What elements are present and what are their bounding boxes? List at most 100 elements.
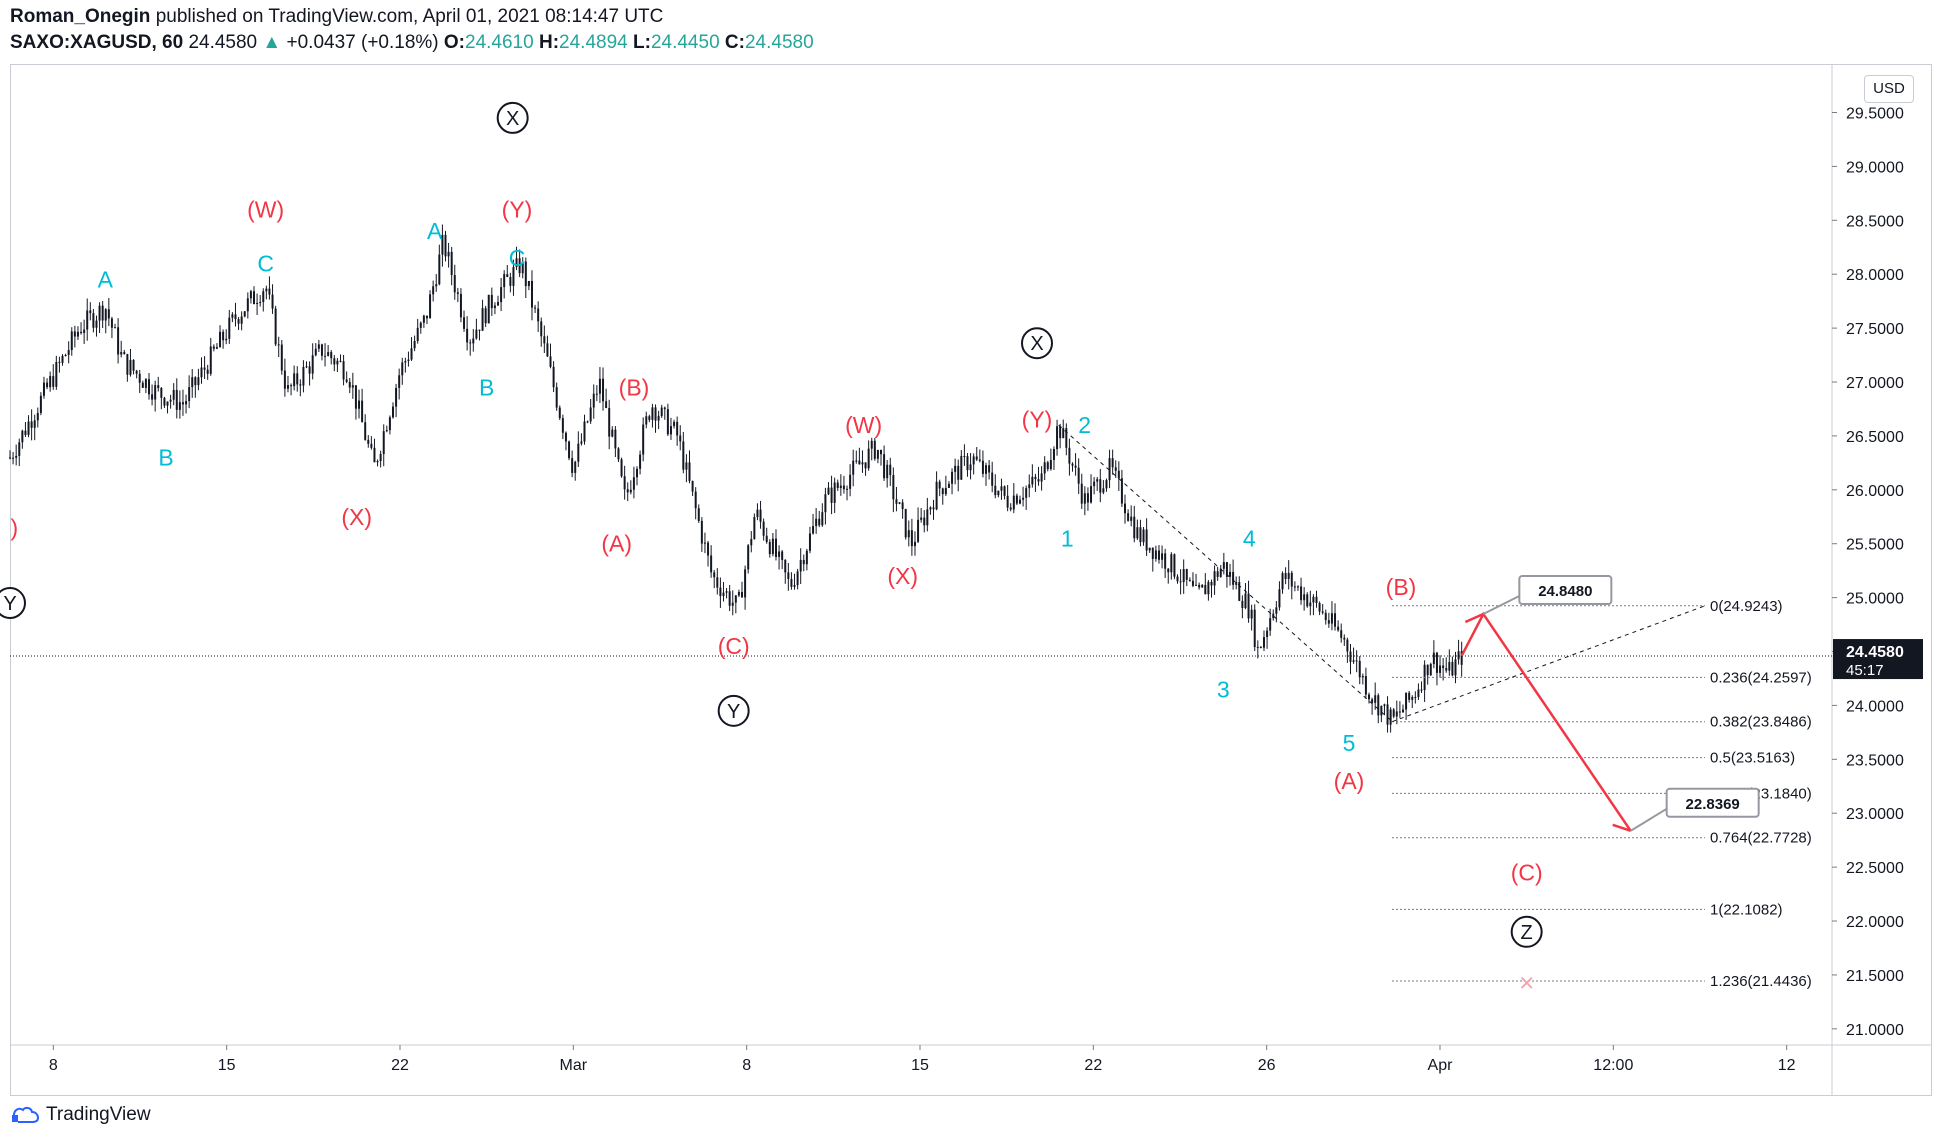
candle-body <box>1340 630 1343 638</box>
candle-body <box>290 385 293 387</box>
candle-body <box>354 385 357 409</box>
candle-body <box>1124 503 1127 514</box>
wave-label: 2 <box>1078 412 1091 438</box>
candle-body <box>206 369 209 374</box>
candle-body <box>135 370 138 374</box>
candle-body <box>1040 473 1043 482</box>
low-value: 24.4450 <box>650 32 720 53</box>
candle-body <box>1071 463 1074 466</box>
candle-body <box>70 331 73 351</box>
candle-body <box>765 535 768 542</box>
candle-body <box>688 462 691 481</box>
candle-body <box>305 366 308 368</box>
candle-body <box>401 362 404 376</box>
wave-label: A <box>98 267 114 293</box>
candle-body <box>52 376 55 387</box>
candle-body <box>1358 660 1361 678</box>
candle-body <box>299 384 302 386</box>
candle-body <box>1179 581 1182 583</box>
candle-body <box>459 293 462 318</box>
candle-body <box>271 294 274 309</box>
candle-body <box>889 464 892 476</box>
y-tick-label: 27.5000 <box>1846 321 1904 338</box>
candle-body <box>1059 426 1062 439</box>
candle-body <box>1272 613 1275 619</box>
candle-body <box>552 366 555 388</box>
candle-body <box>920 517 923 520</box>
candle-body <box>1327 620 1330 624</box>
candle-body <box>422 315 425 323</box>
symbol-info: SAXO:XAGUSD, 60 24.4580 ▲ +0.0437 (+0.18… <box>10 32 814 54</box>
candle-body <box>1099 479 1102 493</box>
candle-body <box>802 559 805 565</box>
price-change: +0.0437 (+0.18%) <box>286 32 439 53</box>
candle-body <box>225 338 228 341</box>
wave-label: 4 <box>1243 525 1256 551</box>
candle-body <box>1361 676 1364 678</box>
candle-body <box>1000 486 1003 491</box>
candle-body <box>707 542 710 556</box>
symbol-name[interactable]: SAXO:XAGUSD, 60 <box>10 32 184 53</box>
wave-label: (B) <box>619 374 650 400</box>
candle-body <box>1454 659 1457 676</box>
candle-body <box>1188 579 1191 581</box>
candle-body <box>188 387 191 402</box>
candle-body <box>376 461 379 463</box>
candle-body <box>110 318 113 328</box>
author-name[interactable]: Roman_Onegin <box>10 6 151 27</box>
candle-body <box>327 352 330 356</box>
candle-body <box>635 468 638 478</box>
candle-body <box>1401 709 1404 713</box>
candle-body <box>280 344 283 371</box>
candle-body <box>1167 568 1170 573</box>
tradingview-footer: TradingView <box>10 1104 151 1126</box>
candle-body <box>283 370 286 389</box>
candle-body <box>1392 709 1395 717</box>
candle-body <box>1068 447 1071 464</box>
wave-degree-label: Y <box>727 701 740 723</box>
fib-level-label: 0.236(24.2597) <box>1710 669 1812 686</box>
candle-body <box>1300 586 1303 601</box>
candle-body <box>450 251 453 276</box>
y-tick-label: 22.5000 <box>1846 860 1904 877</box>
last-price: 24.4580 <box>188 32 258 53</box>
candle-body <box>336 360 339 365</box>
wave-label: (Y) <box>502 197 533 223</box>
candle-body <box>64 354 67 356</box>
candle-body <box>237 319 240 324</box>
y-tick-label: 25.5000 <box>1846 537 1904 554</box>
candle-body <box>1207 581 1210 595</box>
candle-body <box>991 472 994 486</box>
wave-label: (A) <box>1334 768 1365 794</box>
candle-body <box>12 457 15 459</box>
candle-body <box>1080 483 1083 504</box>
candle-body <box>651 407 654 420</box>
candle-body <box>657 416 660 421</box>
currency-button[interactable]: USD <box>1864 75 1914 103</box>
candle-body <box>1266 630 1269 638</box>
candle-body <box>1278 589 1281 608</box>
candle-body <box>540 321 543 337</box>
candle-body <box>1139 527 1142 543</box>
candle-body <box>398 375 401 388</box>
candle-body <box>256 302 259 304</box>
candle-body <box>639 454 642 469</box>
candle-body <box>302 367 305 386</box>
wave-label: (C) <box>718 633 750 659</box>
candle-body <box>574 461 577 473</box>
candle-body <box>521 261 524 274</box>
candle-body <box>935 481 938 510</box>
candle-body <box>546 343 549 357</box>
chart-frame <box>10 64 1932 1096</box>
wave-label: 1 <box>1061 525 1074 551</box>
candle-body <box>89 310 92 314</box>
candle-body <box>697 508 700 521</box>
footer-brand[interactable]: TradingView <box>46 1104 151 1125</box>
candle-body <box>1219 568 1222 577</box>
candle-body <box>1315 596 1318 603</box>
candle-body <box>1003 486 1006 496</box>
candle-body <box>413 341 416 349</box>
candle-body <box>104 309 107 321</box>
candle-body <box>1306 594 1309 607</box>
